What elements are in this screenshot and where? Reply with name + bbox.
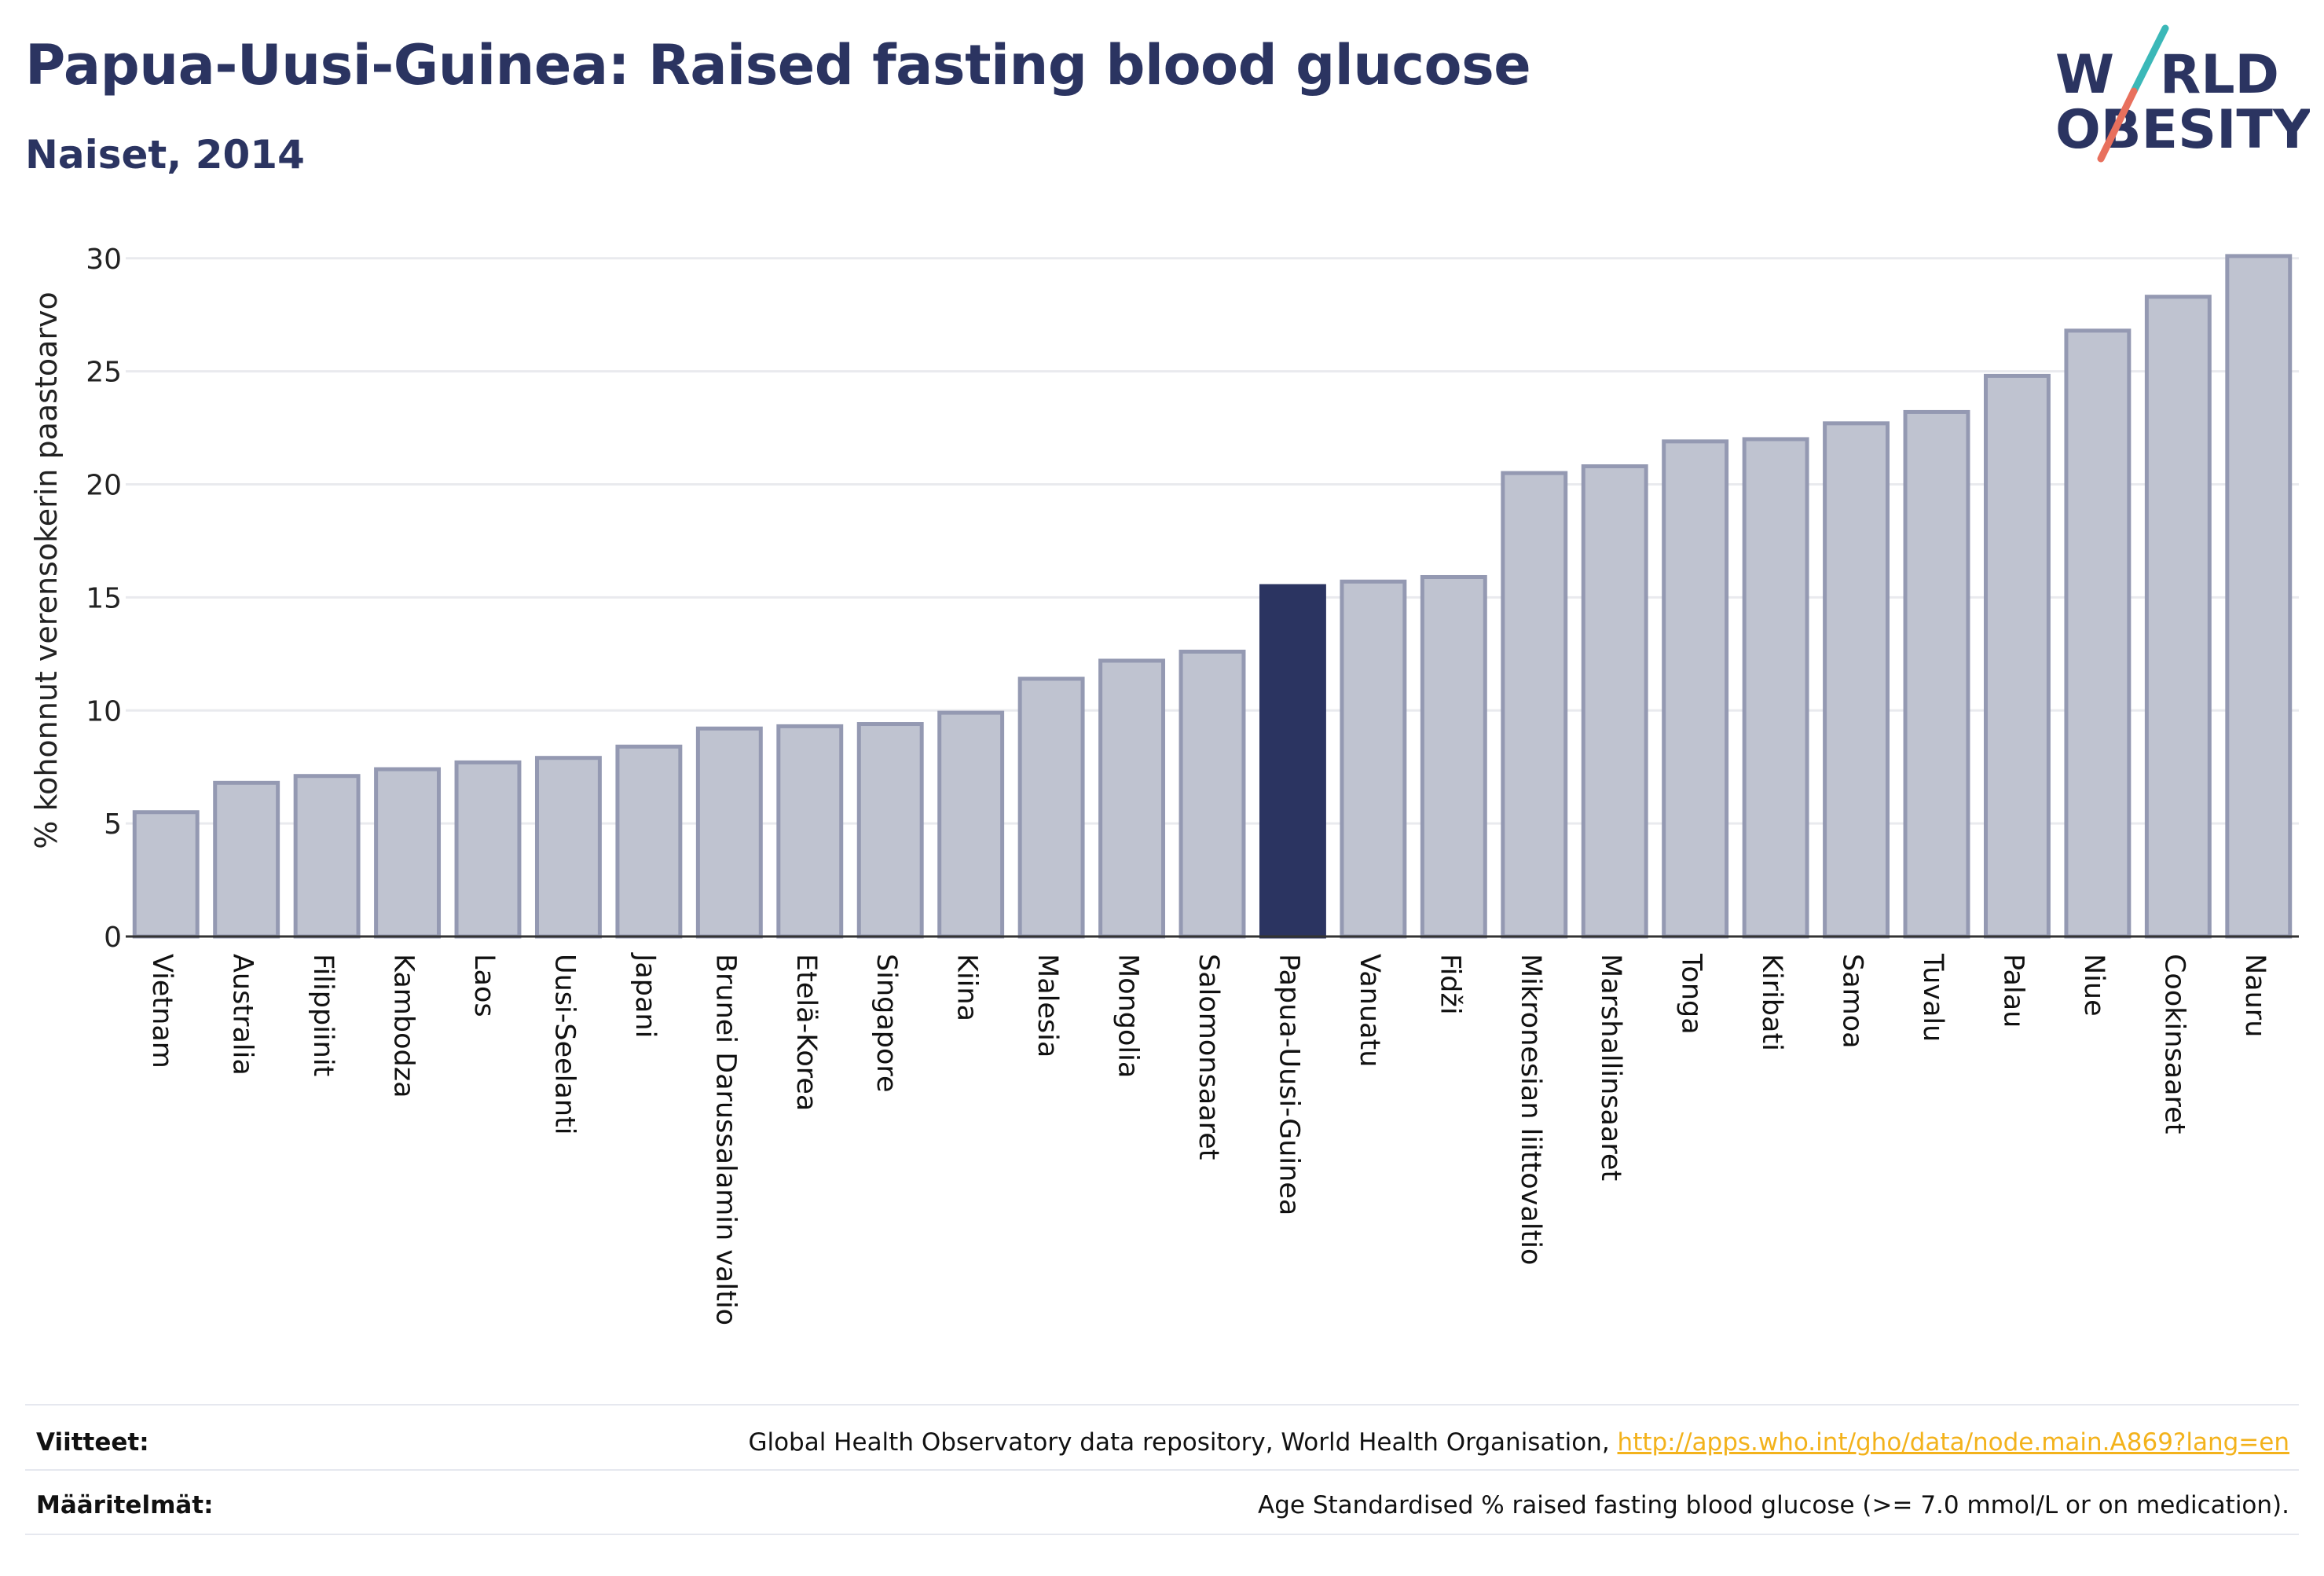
bar [2144,295,2212,939]
references-label: Viitteet: [36,1428,149,1457]
logo-line1-b: RLD [2160,44,2279,106]
x-tick-label: Brunei Darussalamin valtio [709,954,741,1325]
bar-chart: 0 5 10 15 20 25 30 Vietnam Australia Filippiinit… [29,244,2299,1325]
bar [1098,658,1166,939]
x-tick-label: Mongolia [1113,954,1144,1078]
references-link[interactable]: http://apps.who.int/gho/data/node.main.A… [1617,1428,2289,1457]
bar [2064,328,2132,939]
footer-divider-bottom [25,1534,2299,1535]
x-tick-label: Nauru [2239,954,2271,1037]
chart-subtitle: Naiset, 2014 [25,132,305,178]
x-tick-label: Cookinsaaret [2158,954,2190,1134]
bar [213,780,280,939]
x-tick-label: Etelä-Korea [790,954,822,1111]
x-tick-label: Niue [2078,954,2110,1017]
bar [1903,409,1970,939]
x-tick-label: Filippiinit [307,954,339,1076]
x-tick-label: Japani [629,952,661,1038]
definitions-value: Age Standardised % raised fasting blood … [1258,1491,2289,1519]
references-text: Global Health Observatory data repositor… [748,1428,1618,1457]
bar [1983,373,2051,939]
bar [1017,676,1085,939]
bar-highlighted [1259,584,1326,939]
y-tick-label: 20 [86,470,122,502]
x-tick-label: Vanuatu [1354,954,1385,1067]
definitions-label: Määritelmät: [36,1491,214,1519]
bar [132,810,200,939]
world-obesity-logo: WORLD OBESITY [2055,24,2310,163]
y-axis-label: % kohonnut verensokerin paastoarvo [29,291,64,848]
y-tick-label: 0 [104,922,122,954]
x-tick-label: Malesia [1032,954,1063,1057]
x-tick-label: Singapore [871,954,902,1093]
x-tick-label: Uusi-Seelanti [548,954,580,1134]
bar [454,760,522,939]
bar [695,726,763,939]
logo-line2: OBESITY [2055,99,2310,161]
y-tick-label: 25 [86,357,122,389]
bar [937,710,1005,939]
x-tick-label: Tonga [1676,953,1707,1035]
y-tick-label: 15 [86,582,122,614]
x-tick-label: Kiribati [1756,954,1787,1051]
footer-divider-middle [25,1469,2299,1471]
y-tick-label: 30 [86,244,122,276]
bar [1823,421,1890,939]
chart-title: Papua-Uusi-Guinea: Raised fasting blood … [25,33,1531,97]
x-tick-label: Australia [227,954,258,1076]
bar [1742,437,1809,939]
logo-slash-bottom [2097,87,2138,163]
y-tick-label: 5 [104,808,122,841]
references-value: Global Health Observatory data repositor… [748,1428,2289,1457]
bar [856,722,924,939]
bar [293,774,361,939]
x-tick-label: Palau [1997,954,2029,1028]
x-tick-label: Papua-Uusi-Guinea [1273,954,1304,1215]
bar [1340,579,1407,939]
y-axis-ticks: 0 5 10 15 20 25 30 [86,244,122,954]
bar [776,724,844,939]
x-tick-label: Laos [468,954,500,1017]
x-tick-label: Samoa [1837,954,1868,1049]
logo-slash-top [2130,24,2169,95]
x-tick-label: Kambodza [388,954,420,1098]
bar [2225,254,2293,939]
y-tick-label: 10 [86,695,122,728]
x-axis-labels: Vietnam Australia Filippiinit Kambodza Laos U… [146,952,2271,1325]
bar [1581,464,1648,939]
x-tick-label: Tuvalu [1917,953,1948,1042]
x-tick-label: Vietnam [146,954,178,1068]
x-tick-label: Fidži [1434,954,1465,1015]
bar [1662,439,1729,939]
bar [1420,574,1487,939]
logo-line1-a: W [2055,44,2114,106]
bar [534,756,602,939]
bar [1178,649,1246,939]
x-tick-label: Mikronesian liittovaltio [1515,954,1546,1265]
bars [132,254,2293,939]
bar [1501,471,1568,939]
x-tick-label: Marshallinsaaret [1595,954,1626,1181]
x-tick-label: Salomonsaaret [1193,954,1224,1160]
bar [374,767,442,939]
x-tick-label: Kiina [951,954,983,1021]
footer-divider-top [25,1404,2299,1406]
bar [615,744,683,939]
